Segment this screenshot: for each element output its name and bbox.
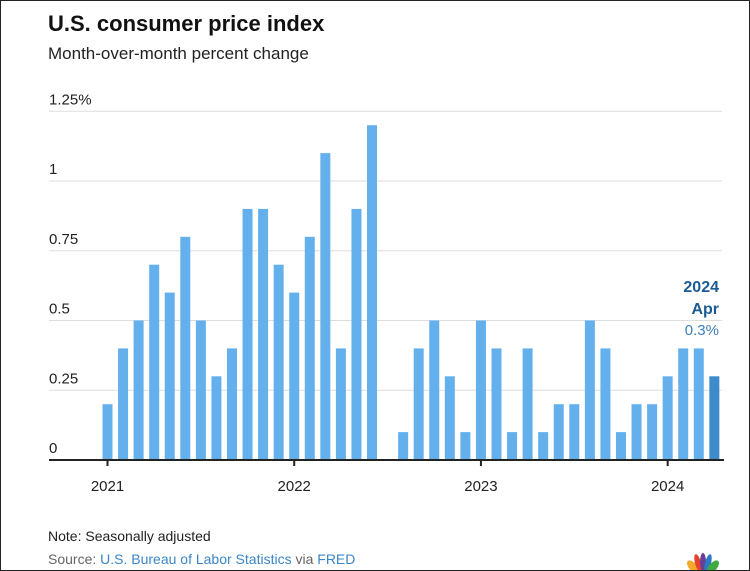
annotation-value: 0.3% [685, 322, 719, 339]
bar-2021-12 [273, 264, 284, 460]
bar-chart: 0 0.25 0.5 0.75 1 1.25% 2021 2022 2023 2024 2024 Ap… [49, 91, 724, 495]
bar-2024-03 [693, 348, 704, 460]
bar-2022-10 [429, 320, 440, 460]
bar-2024-02 [678, 348, 689, 460]
source-via: via [291, 551, 318, 567]
bar-2022-06 [367, 125, 378, 460]
y-tick-label: 0.5 [49, 301, 70, 318]
bar-2022-01 [289, 292, 300, 460]
annotation-month: Apr [691, 301, 719, 318]
nbc-peacock-logo-icon [687, 553, 719, 570]
x-tick-label: 2021 [91, 478, 124, 495]
bar-2022-04 [335, 348, 346, 460]
bar-2022-02 [304, 236, 315, 460]
bar-2021-06 [180, 236, 191, 460]
bar-2023-05 [538, 432, 549, 460]
bar-2021-09 [226, 348, 237, 460]
bar-2022-05 [351, 208, 362, 460]
bar-2024-04 [709, 376, 720, 460]
bar-2021-05 [164, 292, 175, 460]
bar-2023-12 [647, 404, 658, 460]
bar-2022-12 [460, 432, 471, 460]
bar-2023-02 [491, 348, 502, 460]
bar-2021-03 [133, 320, 144, 460]
bar-2023-06 [553, 404, 564, 460]
y-tick-label: 0.25 [49, 370, 78, 387]
bar-2022-08 [398, 432, 409, 460]
bar-2022-11 [444, 376, 455, 460]
y-tick-label: 1 [49, 161, 57, 178]
source: Source: U.S. Bureau of Labor Statistics … [48, 551, 355, 567]
bar-2023-07 [569, 404, 580, 460]
x-tick-label: 2024 [651, 478, 684, 495]
x-tick-label: 2022 [278, 478, 311, 495]
source-link-fred[interactable]: FRED [317, 551, 356, 567]
source-prefix: Source: [48, 551, 101, 567]
bar-2023-08 [584, 320, 595, 460]
bar-2023-03 [507, 432, 518, 460]
bar-2022-03 [320, 153, 331, 460]
bar-2021-02 [118, 348, 129, 460]
bar-2023-11 [631, 404, 642, 460]
y-tick-label: 0.75 [49, 231, 78, 248]
bar-2021-08 [211, 376, 222, 460]
bar-2023-01 [475, 320, 486, 460]
chart-subtitle: Month-over-month percent change [48, 44, 309, 63]
chart-title: U.S. consumer price index [48, 11, 325, 36]
bar-2021-11 [258, 208, 269, 460]
bar-2022-09 [413, 348, 424, 460]
y-tick-label: 1.25% [49, 91, 92, 108]
bar-2024-01 [662, 376, 673, 460]
note: Note: Seasonally adjusted [48, 528, 211, 544]
bar-2023-04 [522, 348, 533, 460]
bar-2023-10 [615, 432, 626, 460]
annotation-year: 2024 [683, 279, 719, 296]
bar-2021-04 [149, 264, 160, 460]
x-tick-label: 2023 [464, 478, 497, 495]
y-tick-label: 0 [49, 440, 57, 457]
bar-2021-07 [195, 320, 206, 460]
source-link-bls[interactable]: U.S. Bureau of Labor Statistics [100, 551, 292, 567]
bar-2021-01 [102, 404, 113, 460]
bar-2021-10 [242, 208, 253, 460]
bar-2023-09 [600, 348, 611, 460]
